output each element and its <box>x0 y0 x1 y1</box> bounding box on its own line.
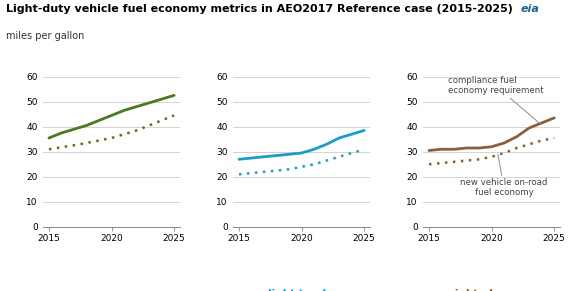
Text: weighted average: weighted average <box>439 289 545 291</box>
Text: eia: eia <box>521 4 539 14</box>
Text: passenger cars: passenger cars <box>67 289 156 291</box>
Text: new vehicle on-road
fuel economy: new vehicle on-road fuel economy <box>460 154 548 198</box>
Text: Light-duty vehicle fuel economy metrics in AEO2017 Reference case (2015-2025): Light-duty vehicle fuel economy metrics … <box>6 4 513 14</box>
Text: compliance fuel
economy requirement: compliance fuel economy requirement <box>448 76 543 123</box>
Text: miles per gallon: miles per gallon <box>6 31 84 40</box>
Text: light trucks: light trucks <box>268 289 335 291</box>
